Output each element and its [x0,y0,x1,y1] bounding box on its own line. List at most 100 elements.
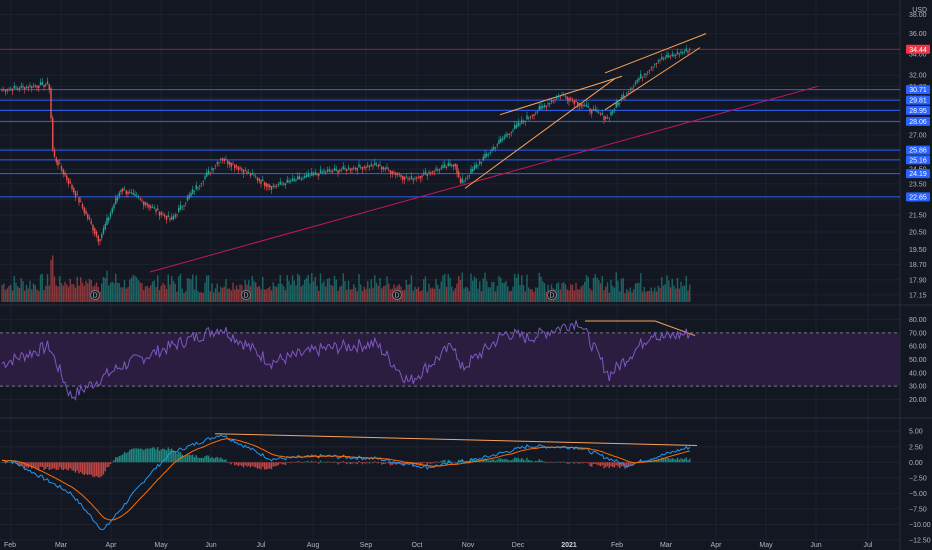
candle-body[interactable] [213,168,215,170]
candle-body[interactable] [529,116,532,118]
candle-body[interactable] [15,87,17,89]
candle-body[interactable] [601,113,603,115]
candle-body[interactable] [564,95,567,97]
candle-body[interactable] [27,86,29,89]
candle-body[interactable] [405,176,407,178]
candle-body[interactable] [605,116,607,119]
candle-body[interactable] [167,215,169,218]
candle-body[interactable] [449,163,451,166]
candle-body[interactable] [80,200,82,202]
candle-body[interactable] [610,111,612,116]
candle-body[interactable] [589,108,591,112]
candle-body[interactable] [433,171,435,173]
candle-body[interactable] [349,168,351,171]
candle-body[interactable] [81,204,84,208]
candle-body[interactable] [297,176,299,180]
candle-body[interactable] [146,203,148,206]
candle-body[interactable] [526,115,528,120]
candle-body[interactable] [543,105,546,107]
candle-body[interactable] [535,112,537,114]
candle-body[interactable] [18,87,21,89]
candle-body[interactable] [470,168,472,174]
candle-body[interactable] [137,197,140,199]
level-tag[interactable] [906,192,930,202]
candle-body[interactable] [122,188,124,192]
candle-body[interactable] [603,115,605,120]
candle-body[interactable] [171,216,173,220]
candle-body[interactable] [115,198,117,205]
candle-body[interactable] [244,170,246,171]
candle-body[interactable] [608,117,610,119]
candle-body[interactable] [74,191,77,198]
candle-body[interactable] [32,85,35,87]
candle-body[interactable] [386,167,388,169]
candle-body[interactable] [482,156,484,161]
candle-body[interactable] [664,57,666,59]
candle-body[interactable] [256,177,259,181]
candle-body[interactable] [20,85,22,88]
candle-body[interactable] [283,183,285,185]
candle-body[interactable] [337,170,339,173]
candle-body[interactable] [109,212,112,217]
candle-body[interactable] [505,134,507,137]
candle-body[interactable] [230,162,232,167]
candle-body[interactable] [335,168,337,171]
candle-body[interactable] [174,214,176,217]
macd-line[interactable] [1,434,691,531]
candle-body[interactable] [519,123,521,125]
horizontal-levels[interactable] [0,48,900,198]
wedge2-upper-line[interactable] [604,33,707,74]
candle-body[interactable] [673,54,675,56]
candle-body[interactable] [533,114,535,116]
candle-body[interactable] [246,171,248,173]
candle-body[interactable] [325,171,327,173]
candle-body[interactable] [647,71,649,73]
candle-body[interactable] [260,179,262,184]
candle-body[interactable] [512,129,514,131]
candle-body[interactable] [136,195,138,198]
candle-body[interactable] [480,162,483,163]
candle-body[interactable] [43,84,45,88]
candle-body[interactable] [498,139,500,144]
candle-body[interactable] [316,174,318,175]
candle-body[interactable] [111,208,113,213]
candle-body[interactable] [165,216,168,220]
candle-body[interactable] [375,164,378,166]
candle-body[interactable] [514,125,516,130]
candle-body[interactable] [563,94,565,96]
candle-body[interactable] [132,192,134,195]
candle-body[interactable] [57,160,59,166]
trendlines[interactable] [149,33,819,447]
signal-line[interactable] [1,438,690,521]
candle-body[interactable] [507,134,509,136]
candle-body[interactable] [157,208,159,211]
candle-body[interactable] [97,235,99,242]
candle-body[interactable] [270,186,273,190]
candle-body[interactable] [680,51,682,54]
candle-body[interactable] [39,82,42,86]
candle-body[interactable] [71,184,73,189]
candle-body[interactable] [330,170,332,172]
candle-body[interactable] [253,175,255,177]
candle-body[interactable] [396,173,399,175]
candle-body[interactable] [575,101,577,102]
candle-body[interactable] [412,178,414,181]
candle-body[interactable] [494,147,497,149]
candle-body[interactable] [169,218,171,220]
candle-body[interactable] [617,102,619,106]
candle-body[interactable] [186,197,189,201]
candle-body[interactable] [3,89,5,90]
candle-body[interactable] [437,169,439,171]
candle-body[interactable] [356,167,358,171]
candle-body[interactable] [417,176,420,178]
candle-body[interactable] [486,153,488,157]
candle-body[interactable] [585,104,588,107]
macd-divergence-line[interactable] [214,433,698,447]
candle-body[interactable] [643,74,645,76]
candle-body[interactable] [561,94,563,96]
candle-body[interactable] [11,88,14,92]
candle-body[interactable] [501,138,504,141]
candle-body[interactable] [473,165,476,170]
candle-body[interactable] [659,59,661,61]
candle-body[interactable] [615,102,617,108]
